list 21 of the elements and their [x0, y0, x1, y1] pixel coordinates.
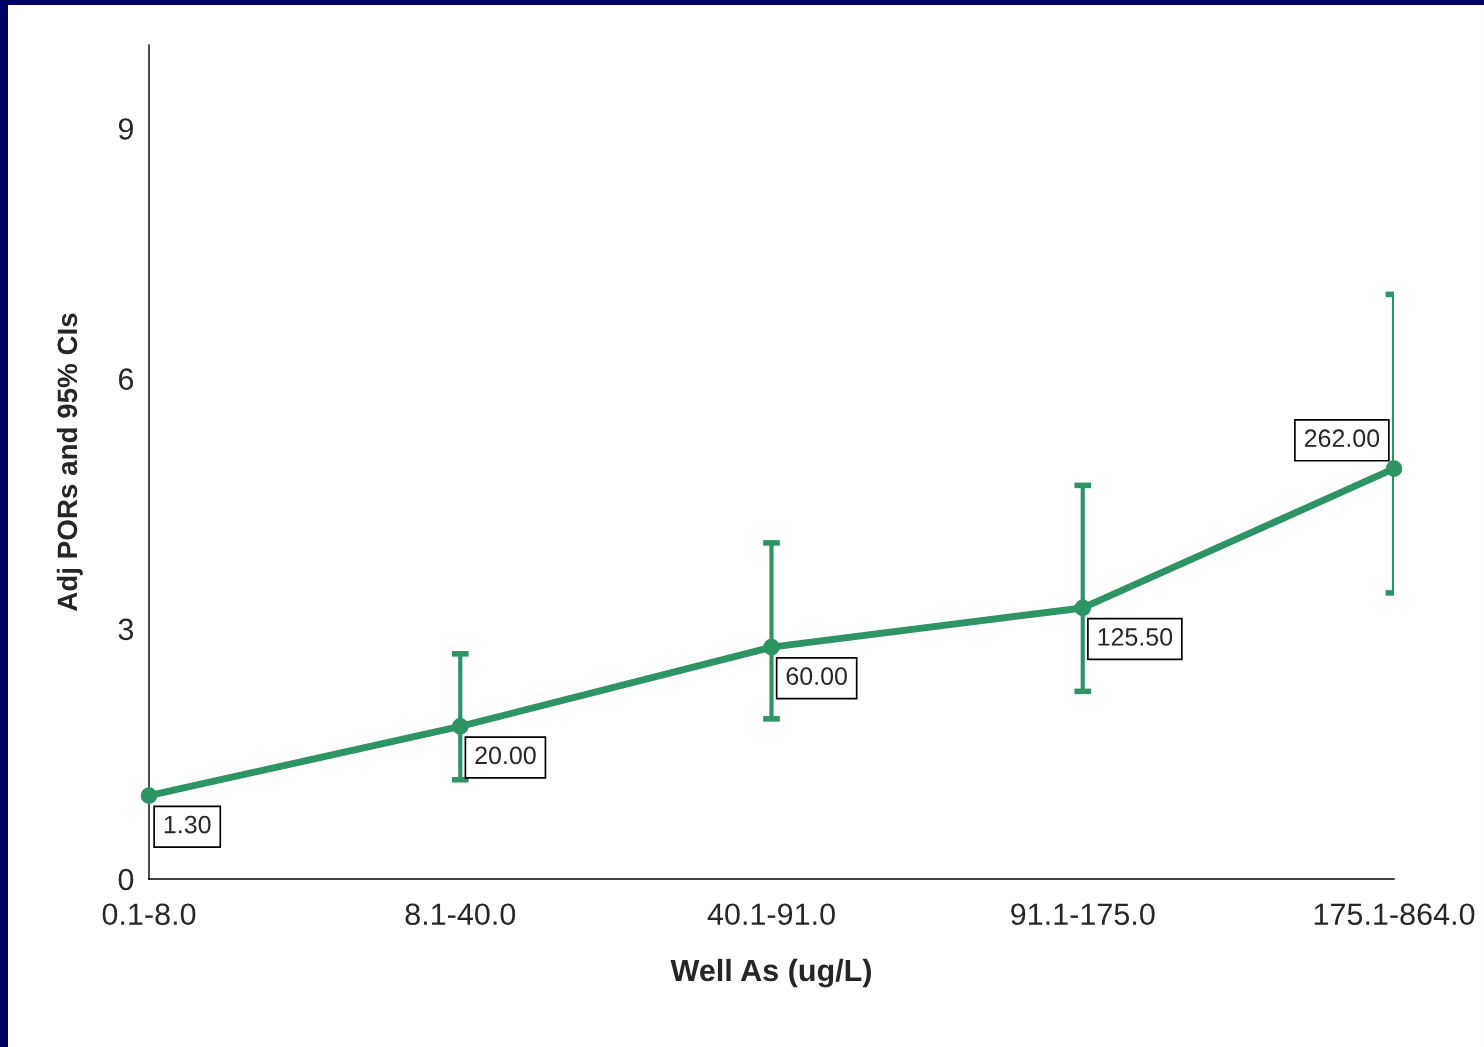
point — [140, 787, 158, 804]
y-axis-title: Adj PORs and 95% CIs — [56, 313, 83, 612]
x-tick-label: 40.1-91.0 — [707, 903, 835, 926]
point — [1074, 599, 1092, 617]
point — [451, 718, 469, 735]
annotation: 262.00 — [1304, 429, 1380, 448]
point — [1385, 460, 1403, 478]
y-tick-label: 6 — [118, 368, 134, 390]
x-tick-label: 8.1-40.0 — [405, 903, 516, 926]
annotation: 1.30 — [164, 815, 211, 834]
y-tick-label: 3 — [118, 618, 134, 641]
annotation: 125.50 — [1098, 628, 1173, 646]
x-tick-label: 175.1-864.0 — [1314, 903, 1475, 926]
annotation: 20.00 — [475, 746, 536, 765]
x-axis-title: Well As (ug/L) — [670, 958, 871, 988]
point — [763, 638, 780, 656]
annotation: 60.00 — [786, 667, 847, 685]
x-tick-label: 91.1-175.0 — [1011, 903, 1155, 926]
x-tick-label: 0.1-8.0 — [102, 903, 196, 926]
y-tick-label: 0 — [118, 868, 134, 891]
y-tick-label: 9 — [118, 118, 133, 140]
